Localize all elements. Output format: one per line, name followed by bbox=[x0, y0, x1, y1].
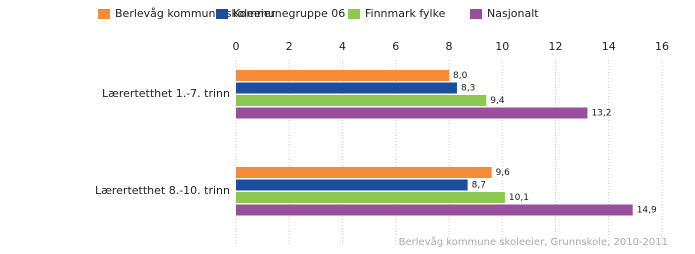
legend-label: Kommunegruppe 06 bbox=[233, 7, 345, 20]
legend-swatch bbox=[348, 9, 360, 19]
value-label: 8,0 bbox=[453, 71, 468, 81]
legend-swatch bbox=[216, 9, 228, 19]
legend-swatch bbox=[470, 9, 482, 19]
value-label: 9,4 bbox=[490, 96, 505, 106]
bar bbox=[236, 192, 505, 203]
x-tick-label: 14 bbox=[602, 40, 616, 53]
x-tick-label: 10 bbox=[495, 40, 509, 53]
legend-label: Nasjonalt bbox=[487, 7, 539, 20]
value-label: 9,6 bbox=[496, 168, 511, 178]
source-note: Berlevåg kommune skoleeier, Grunnskole, … bbox=[399, 235, 668, 248]
bar bbox=[236, 107, 588, 119]
x-tick-label: 16 bbox=[655, 40, 669, 53]
x-tick-label: 8 bbox=[446, 40, 453, 53]
bar bbox=[236, 204, 633, 216]
value-label: 8,7 bbox=[472, 181, 486, 191]
legend-swatch bbox=[98, 9, 110, 19]
bar bbox=[236, 167, 492, 178]
value-label: 13,2 bbox=[591, 109, 611, 119]
x-tick-label: 12 bbox=[549, 40, 563, 53]
category-label: Lærertetthet 8.-10. trinn bbox=[95, 184, 230, 197]
x-tick-label: 6 bbox=[392, 40, 399, 53]
legend-label: Berlevåg kommune skoleeier bbox=[115, 7, 276, 20]
bar bbox=[236, 179, 468, 191]
x-tick-label: 0 bbox=[233, 40, 240, 53]
x-tick-label: 2 bbox=[286, 40, 293, 53]
value-label: 8,3 bbox=[461, 84, 475, 94]
bar bbox=[236, 95, 487, 106]
value-label: 14,9 bbox=[637, 206, 657, 216]
bar bbox=[236, 82, 457, 94]
x-tick-label: 4 bbox=[339, 40, 346, 53]
legend-label: Finnmark fylke bbox=[365, 7, 446, 20]
bar bbox=[236, 70, 449, 81]
category-label: Lærertetthet 1.-7. trinn bbox=[102, 87, 230, 100]
value-label: 10,1 bbox=[509, 193, 529, 203]
